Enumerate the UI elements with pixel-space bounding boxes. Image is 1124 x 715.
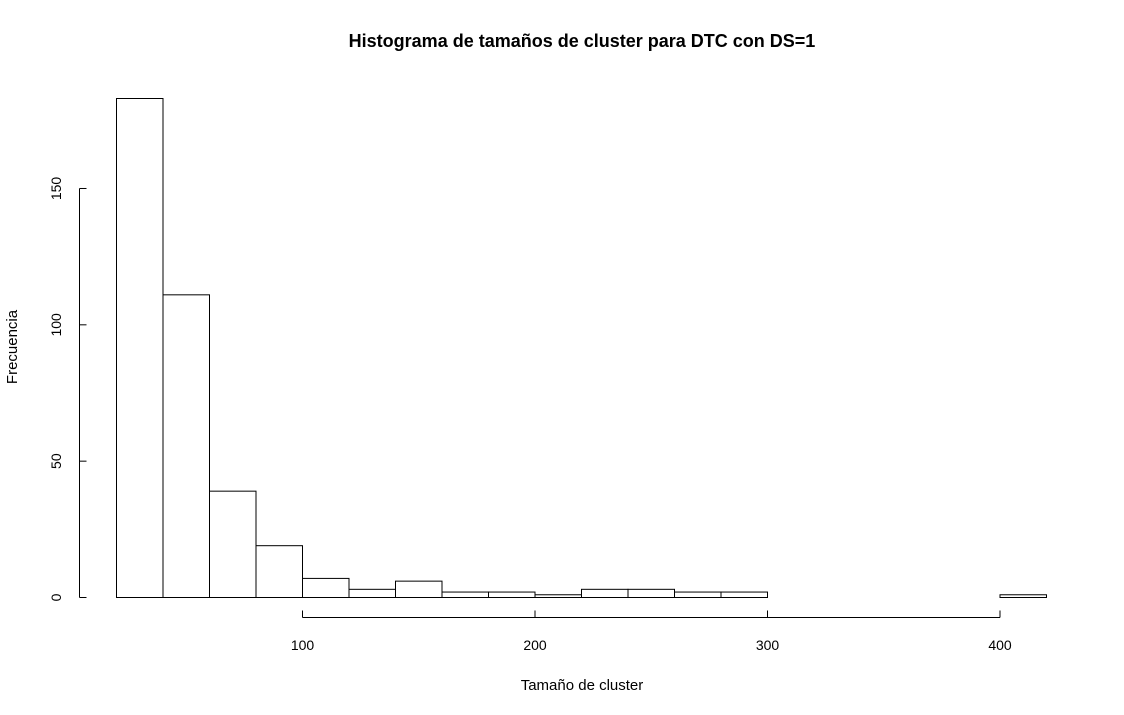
x-axis: 100 200 300 400 <box>291 610 1012 653</box>
chart-title: Histograma de tamaños de cluster para DT… <box>349 31 816 51</box>
x-tick-label: 200 <box>523 637 547 653</box>
x-axis-title: Tamaño de cluster <box>521 677 644 694</box>
y-tick-label: 0 <box>48 593 64 601</box>
histogram-bar <box>581 588 629 599</box>
histogram-bar <box>209 490 257 598</box>
histogram-bar <box>116 98 164 598</box>
x-tick-label: 400 <box>988 637 1012 653</box>
histogram-bar <box>488 591 536 598</box>
y-tick-label: 100 <box>48 313 64 337</box>
histogram-bar <box>999 594 1047 599</box>
histogram-bar <box>441 591 489 598</box>
y-tick-label: 150 <box>48 177 64 201</box>
histogram-bar <box>674 591 722 598</box>
y-axis: 0 50 100 150 <box>48 177 87 601</box>
x-tick-label: 300 <box>756 637 780 653</box>
bars-group <box>116 98 1047 599</box>
y-tick-label: 50 <box>48 453 64 469</box>
histogram-bar <box>395 580 443 599</box>
histogram-bar <box>720 591 768 598</box>
histogram-bar <box>255 545 303 599</box>
histogram-bar <box>534 594 582 599</box>
histogram-bar <box>348 588 396 599</box>
histogram-bar <box>627 588 675 599</box>
x-tick-label: 100 <box>291 637 315 653</box>
histogram-bar <box>302 577 350 598</box>
y-axis-title: Frecuencia <box>4 309 21 384</box>
histogram-bar <box>162 294 210 598</box>
